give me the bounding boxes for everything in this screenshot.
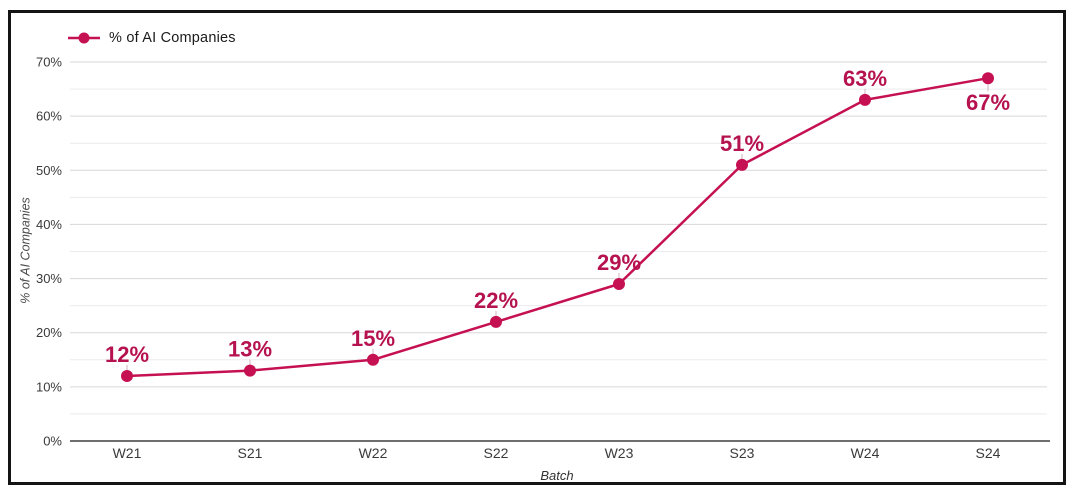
data-point-label: 51%	[720, 131, 764, 156]
y-tick-label: 50%	[36, 163, 62, 178]
x-tick-label: W23	[605, 445, 634, 461]
data-point	[367, 353, 379, 366]
data-point-label: 12%	[105, 342, 149, 367]
legend-label: % of AI Companies	[109, 30, 236, 46]
y-tick-label: 20%	[36, 325, 62, 340]
x-tick-label: S21	[238, 445, 263, 461]
y-tick-label: 60%	[36, 109, 62, 124]
x-tick-label: S23	[730, 445, 755, 461]
y-tick-label: 30%	[36, 271, 62, 286]
data-point-label: 67%	[966, 90, 1010, 115]
data-point-label: 13%	[228, 337, 272, 362]
line-chart: 0% 10% 20% 30% 40% 50% 60% 70% W21 S21 W22 S22 W23 S2…	[36, 55, 1050, 461]
x-tick-label: W24	[851, 445, 880, 461]
x-tick-label: S22	[484, 445, 509, 461]
chart-frame: % of AI Companies % of AI Companies 0% 10…	[8, 10, 1066, 485]
x-axis-title: Batch	[540, 468, 574, 483]
legend-marker-icon	[68, 32, 100, 44]
data-point	[244, 364, 256, 377]
data-point	[982, 72, 994, 85]
data-point	[613, 277, 625, 290]
data-point-label: 22%	[474, 288, 518, 313]
data-point	[859, 93, 871, 106]
data-point-label: 63%	[843, 66, 887, 91]
y-tick-label: 0%	[43, 434, 62, 449]
y-tick-label: 70%	[36, 55, 62, 70]
data-point	[490, 315, 502, 328]
series-line	[126, 76, 989, 378]
x-tick-label: W21	[113, 445, 142, 461]
x-tick-label: W22	[359, 445, 388, 461]
data-point	[121, 370, 133, 383]
x-tick-label: S24	[976, 445, 1001, 461]
data-point	[736, 158, 748, 171]
y-tick-label: 40%	[36, 217, 62, 232]
data-point-label: 15%	[351, 326, 395, 351]
legend: % of AI Companies	[67, 30, 236, 46]
data-point-label: 29%	[597, 250, 641, 275]
y-tick-label: 10%	[36, 379, 62, 394]
